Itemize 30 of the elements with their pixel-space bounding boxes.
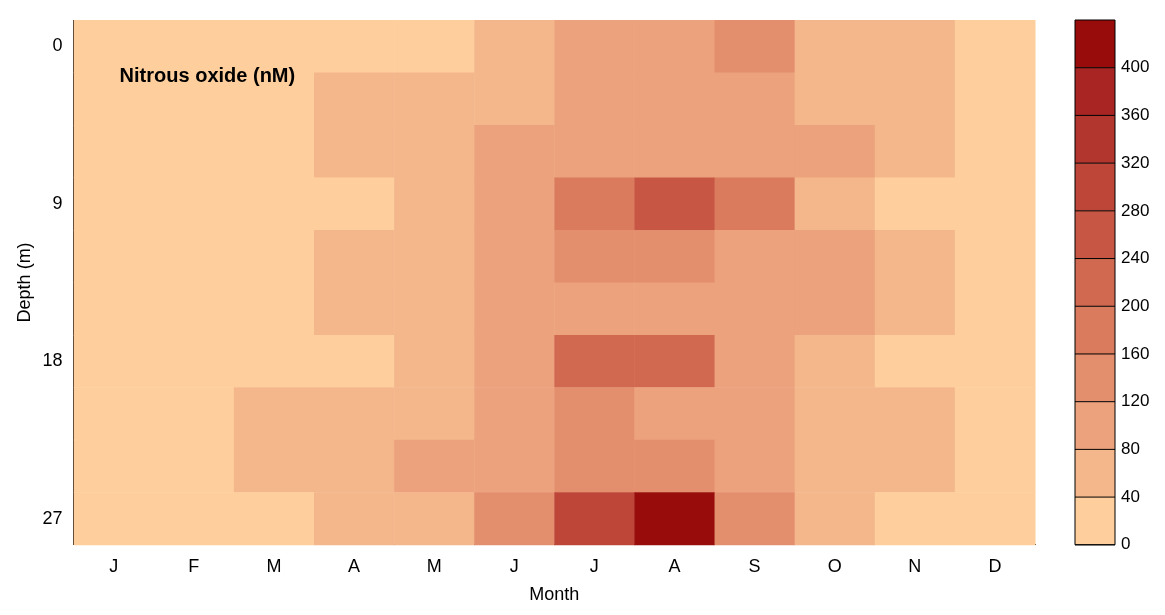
x-tick-label: M bbox=[426, 555, 442, 576]
y-tick-label: 18 bbox=[42, 350, 63, 371]
y-axis-title: Depth (m) bbox=[13, 242, 34, 323]
y-tick-label: 9 bbox=[52, 192, 63, 213]
y-tick-label: 0 bbox=[52, 35, 63, 56]
color-bar-label: 400 bbox=[1121, 57, 1150, 77]
x-tick-label: A bbox=[668, 555, 681, 576]
y-tick-label: 27 bbox=[42, 507, 63, 528]
x-tick-label: A bbox=[348, 555, 361, 576]
x-tick-label: J bbox=[509, 555, 519, 576]
color-bar-label: 0 bbox=[1121, 534, 1131, 554]
x-tick-label: D bbox=[988, 555, 1002, 576]
color-bar-label: 360 bbox=[1121, 105, 1150, 125]
x-tick-label: O bbox=[827, 555, 842, 576]
x-tick-label: J bbox=[589, 555, 599, 576]
color-bar-label: 120 bbox=[1121, 391, 1150, 411]
x-tick-label: F bbox=[188, 555, 200, 576]
color-bar-label: 240 bbox=[1121, 248, 1150, 268]
text: Nitrous oxide (nM) bbox=[119, 63, 296, 86]
color-bar-label: 80 bbox=[1121, 439, 1140, 459]
x-tick-label: J bbox=[109, 555, 119, 576]
x-tick-label: N bbox=[908, 555, 922, 576]
color-bar-label: 160 bbox=[1121, 343, 1150, 363]
x-tick-label: M bbox=[266, 555, 282, 576]
color-bar-label: 320 bbox=[1121, 152, 1150, 172]
color-bar-label: 40 bbox=[1121, 486, 1140, 506]
x-tick-label: S bbox=[748, 555, 761, 576]
x-axis-title: Month bbox=[529, 584, 580, 605]
color-bar-label: 280 bbox=[1121, 200, 1150, 220]
color-bar-label: 200 bbox=[1121, 295, 1150, 315]
